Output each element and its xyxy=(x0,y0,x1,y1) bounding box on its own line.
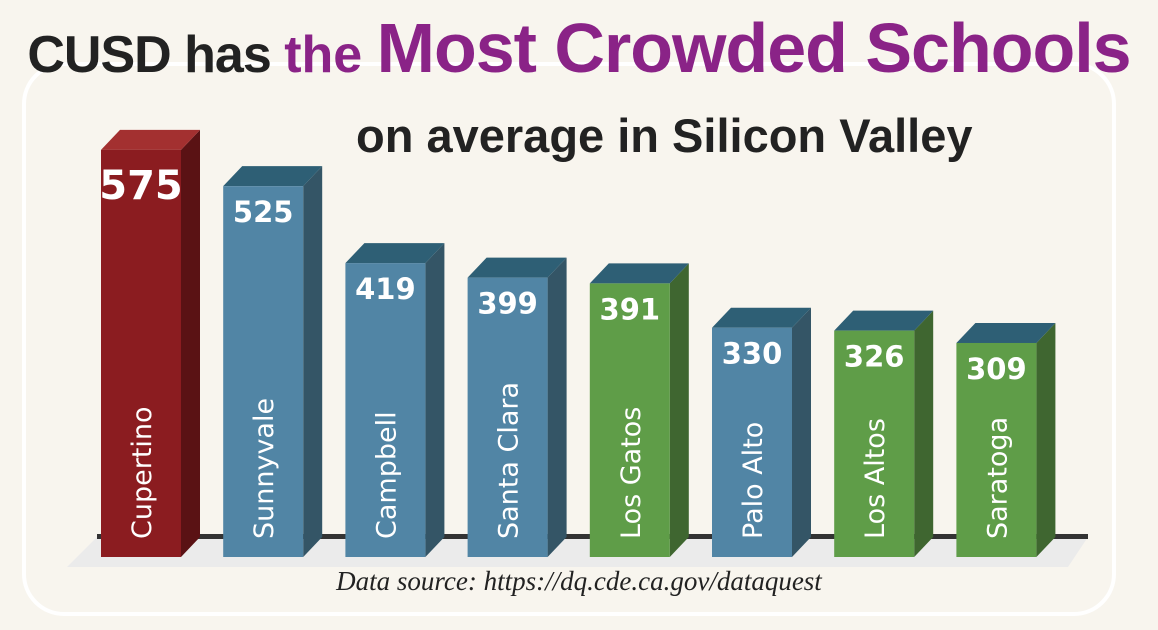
category-label: Santa Clara xyxy=(494,382,525,539)
category-label: Cupertino xyxy=(127,406,158,539)
data-label: 419 xyxy=(355,272,416,306)
bar-side xyxy=(1036,322,1056,557)
title-part3: Most Crowded Schools xyxy=(376,9,1132,87)
title-part1: CUSD has xyxy=(27,26,285,84)
title-part2: the xyxy=(284,26,377,84)
bar-top xyxy=(589,263,689,284)
bar-top xyxy=(223,166,323,187)
bar xyxy=(467,277,548,557)
data-label: 399 xyxy=(477,287,538,321)
bar-top xyxy=(467,257,567,278)
bar-top xyxy=(101,129,200,150)
bar xyxy=(101,149,181,557)
category-label: Los Altos xyxy=(860,418,891,539)
bar-top xyxy=(345,243,445,264)
bar xyxy=(345,263,426,557)
bar-side xyxy=(792,307,811,557)
category-label: Los Gatos xyxy=(616,407,647,539)
data-label: 575 xyxy=(99,163,183,209)
category-label: Campbell xyxy=(371,411,402,539)
bar-top xyxy=(834,310,934,331)
bar-top xyxy=(956,322,1056,343)
data-label: 326 xyxy=(844,340,905,374)
bar-side xyxy=(181,129,200,557)
chart-frame xyxy=(22,62,1116,616)
bar-side xyxy=(303,166,323,557)
category-label: Saratoga xyxy=(982,417,1013,539)
bar-side xyxy=(914,310,934,557)
bar xyxy=(834,330,915,557)
category-label: Palo Alto xyxy=(738,422,769,539)
bar-top xyxy=(712,307,811,328)
bar xyxy=(589,283,670,557)
bar-side xyxy=(547,257,567,557)
data-label: 309 xyxy=(966,352,1027,386)
data-label: 330 xyxy=(722,337,783,371)
bar xyxy=(956,342,1037,557)
data-label: 525 xyxy=(233,195,294,229)
bar-side xyxy=(425,243,445,557)
chart-subtitle: on average in Silicon Valley xyxy=(356,109,973,162)
floor xyxy=(67,537,1088,567)
bar xyxy=(223,186,304,557)
data-label: 391 xyxy=(600,292,661,326)
chart-title: CUSD has the Most Crowded Schools xyxy=(0,8,1158,88)
category-label: Sunnyvale xyxy=(249,398,280,539)
data-source: Data source: https://dq.cde.ca.gov/dataq… xyxy=(336,566,822,596)
bar xyxy=(712,327,792,557)
bar-side xyxy=(669,263,689,557)
